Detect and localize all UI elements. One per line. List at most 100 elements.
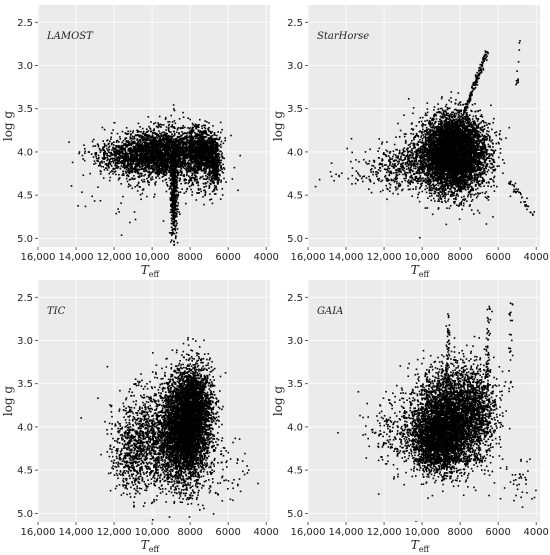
data-point (124, 157, 127, 160)
data-point (161, 131, 164, 134)
data-point (188, 150, 190, 152)
data-point (144, 173, 146, 176)
data-point (173, 224, 176, 227)
data-point (189, 151, 191, 153)
data-point (111, 153, 113, 155)
data-point (111, 157, 113, 160)
data-point (213, 133, 216, 136)
data-point (188, 156, 191, 159)
data-point (132, 148, 135, 150)
data-point (142, 151, 145, 154)
data-point (163, 155, 165, 157)
data-point (177, 141, 179, 144)
data-point (176, 151, 178, 153)
data-point (109, 155, 111, 157)
data-point (185, 137, 188, 139)
data-point (151, 157, 153, 160)
data-point (129, 130, 132, 133)
data-point (163, 133, 166, 135)
data-point (221, 128, 223, 131)
data-point (116, 167, 119, 169)
data-point (157, 144, 159, 146)
data-point (161, 176, 164, 178)
data-point (160, 172, 162, 174)
data-point (142, 188, 145, 190)
data-point (103, 169, 106, 171)
data-point (170, 147, 172, 149)
data-point (173, 180, 176, 183)
data-point (193, 145, 196, 147)
data-point (224, 137, 226, 139)
data-point (170, 203, 173, 205)
data-point (84, 148, 86, 150)
data-point (101, 160, 103, 162)
data-point (133, 163, 135, 165)
data-point (213, 132, 216, 134)
data-point (133, 142, 135, 144)
data-point (135, 152, 138, 155)
data-point (138, 163, 140, 166)
data-point (207, 162, 210, 165)
data-point (189, 135, 192, 138)
data-point (109, 176, 112, 179)
data-point (152, 165, 154, 168)
data-point (170, 217, 173, 220)
data-point (137, 154, 139, 157)
data-point (108, 142, 110, 145)
plot-area (38, 5, 270, 247)
data-point (110, 138, 112, 140)
data-point (160, 159, 163, 162)
data-point (157, 141, 159, 144)
data-point (200, 149, 203, 151)
data-point (97, 160, 99, 162)
data-point (170, 204, 173, 206)
data-point (194, 169, 196, 172)
data-point (136, 161, 138, 163)
data-point (165, 165, 168, 167)
data-point (172, 223, 175, 226)
data-point (175, 232, 178, 234)
data-point (165, 132, 167, 134)
data-point (172, 155, 174, 157)
data-point (195, 143, 197, 146)
data-point (239, 154, 241, 157)
data-point (178, 171, 181, 174)
data-point (138, 160, 140, 163)
data-point (173, 250, 175, 252)
data-point (192, 166, 195, 168)
data-point (123, 158, 125, 161)
data-point (98, 156, 100, 159)
data-point (194, 135, 197, 137)
data-point (206, 167, 208, 169)
data-point (216, 153, 218, 156)
data-point (199, 130, 201, 132)
data-point (170, 156, 173, 158)
data-point (169, 157, 172, 159)
data-point (153, 169, 156, 172)
data-point (177, 136, 179, 139)
data-point (186, 155, 188, 158)
data-point (196, 137, 198, 139)
data-point (202, 175, 204, 178)
data-point (122, 172, 124, 175)
data-point (136, 165, 139, 168)
data-point (220, 166, 222, 168)
data-point (161, 137, 164, 140)
data-point (203, 148, 205, 151)
data-point (119, 168, 122, 170)
data-point (136, 171, 139, 174)
data-point (71, 161, 74, 164)
data-point (209, 142, 212, 145)
data-point (184, 160, 187, 162)
data-point (199, 152, 202, 154)
data-point (206, 161, 208, 164)
data-point (158, 141, 161, 144)
data-point (137, 168, 139, 171)
data-point (173, 130, 175, 133)
data-point (125, 127, 128, 129)
data-point (94, 145, 97, 147)
data-point (178, 162, 180, 164)
data-point (106, 164, 108, 167)
data-point (175, 187, 177, 189)
data-point (205, 154, 207, 156)
